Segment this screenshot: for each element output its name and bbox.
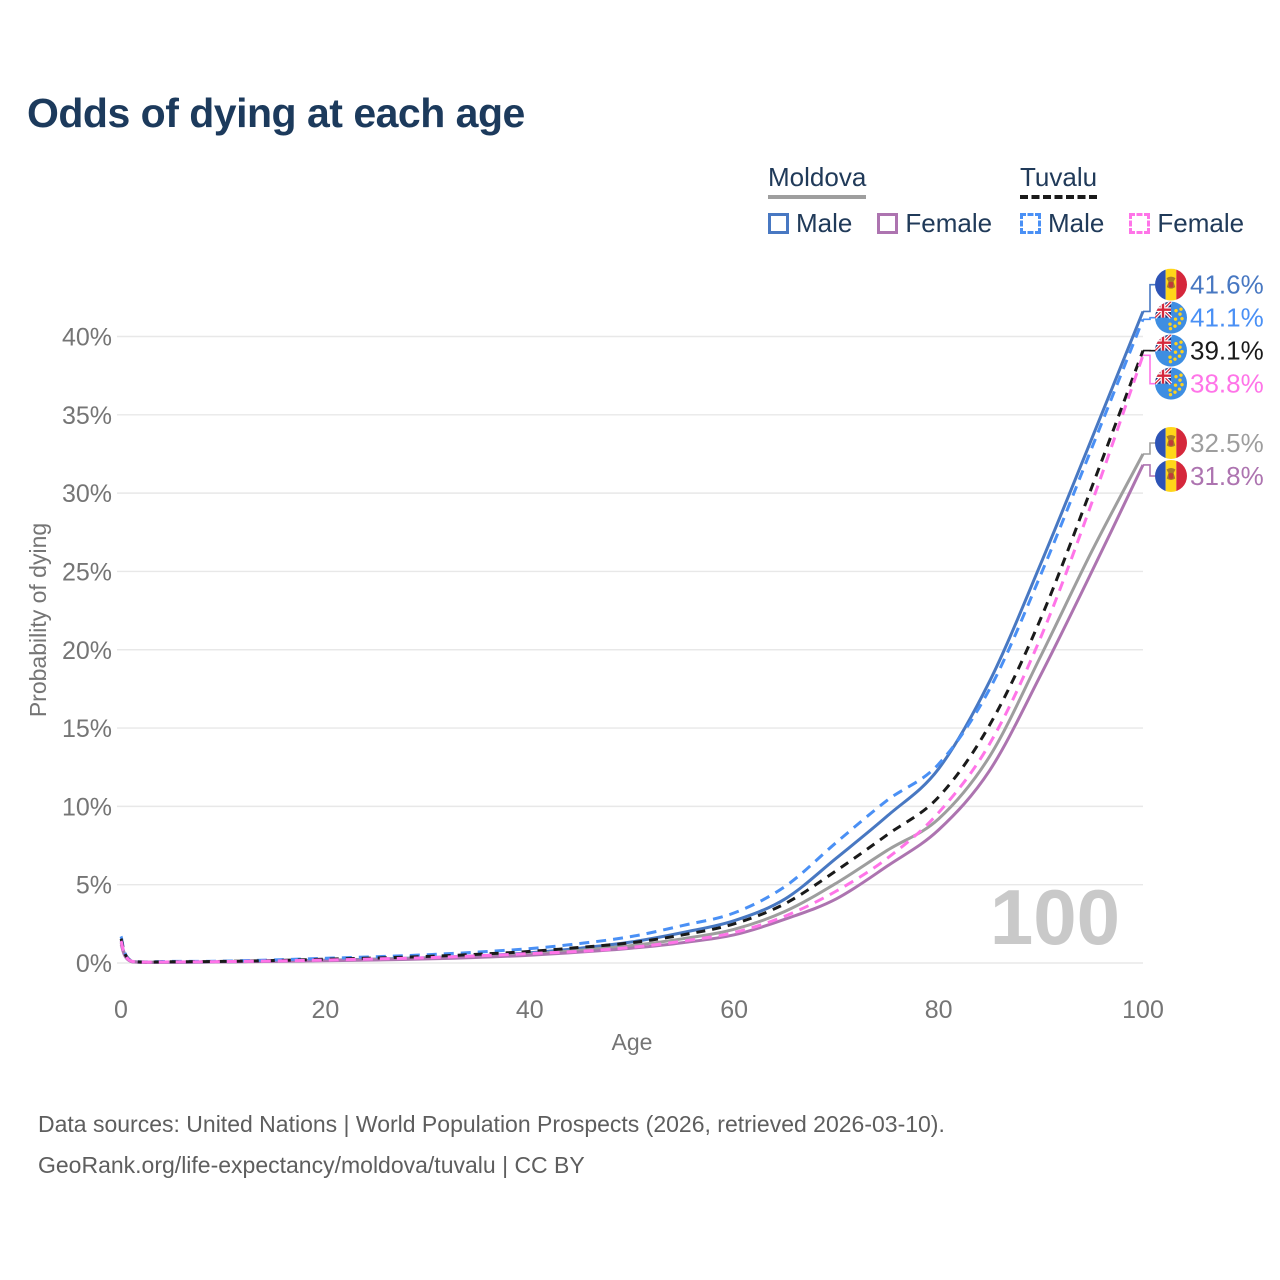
end-value-label-tuvalu-female: 38.8% xyxy=(1190,369,1264,399)
series-line-moldova-male[interactable] xyxy=(119,310,1145,964)
legend-label-tuvalu-female: Female xyxy=(1157,208,1245,238)
y-tick-label: 15% xyxy=(62,715,112,743)
series-line-tuvalu-male[interactable] xyxy=(119,318,1145,964)
y-tick-label: 30% xyxy=(62,480,112,508)
end-value-label-tuvalu-male: 41.1% xyxy=(1190,303,1264,333)
x-axis-title: Age xyxy=(612,1029,653,1055)
y-axis-title: Probability of dying xyxy=(25,523,51,717)
x-tick-label: 100 xyxy=(1122,996,1164,1024)
y-tick-label: 20% xyxy=(62,637,112,665)
y-tick-label: 40% xyxy=(62,324,112,352)
x-tick-label: 40 xyxy=(516,996,544,1024)
legend-item-tuvalu-female[interactable]: Female xyxy=(1129,208,1244,239)
x-tick-label: 60 xyxy=(720,996,748,1024)
flag-tuvalu-icon xyxy=(1155,367,1187,400)
end-label-connector-tuvalu-female xyxy=(1143,354,1155,385)
legend-item-tuvalu-male[interactable]: Male xyxy=(1020,208,1104,239)
flag-moldova-icon xyxy=(1155,268,1187,301)
end-label-connector-moldova-all xyxy=(1143,442,1155,455)
moldova-male-swatch-icon xyxy=(768,213,789,234)
end-label-connector-tuvalu-male xyxy=(1143,316,1155,321)
footer: Data sources: United Nations | World Pop… xyxy=(38,1104,945,1186)
y-tick-label: 25% xyxy=(62,558,112,586)
flag-moldova-icon xyxy=(1155,459,1187,492)
legend-group-moldova: Moldova Male Female xyxy=(768,162,992,239)
end-label-connector-moldova-female xyxy=(1143,464,1155,477)
footer-data-sources: Data sources: United Nations | World Pop… xyxy=(38,1111,945,1137)
legend-country-tuvalu[interactable]: Tuvalu xyxy=(1020,162,1098,199)
age-counter-watermark: 100 xyxy=(990,873,1120,961)
legend-item-moldova-female[interactable]: Female xyxy=(877,208,992,239)
legend-item-moldova-male[interactable]: Male xyxy=(768,208,852,239)
x-tick-label: 20 xyxy=(311,996,339,1024)
y-tick-label: 5% xyxy=(76,872,112,900)
footer-attribution-link[interactable]: GeoRank.org/life-expectancy/moldova/tuva… xyxy=(38,1151,585,1178)
series-line-tuvalu-female[interactable] xyxy=(119,354,1145,964)
tuvalu-female-swatch-icon xyxy=(1129,213,1151,234)
x-tick-label: 0 xyxy=(114,996,128,1024)
legend-label-tuvalu-male: Male xyxy=(1048,208,1105,238)
end-value-label-moldova-all: 32.5% xyxy=(1190,428,1264,458)
end-label-connector-moldova-male xyxy=(1143,283,1155,313)
tuvalu-male-swatch-icon xyxy=(1020,213,1041,234)
end-value-label-moldova-male: 41.6% xyxy=(1190,270,1264,300)
flag-tuvalu-icon xyxy=(1155,334,1187,367)
flag-moldova-icon xyxy=(1155,426,1187,459)
legend-country-moldova[interactable]: Moldova xyxy=(768,162,867,199)
flag-tuvalu-icon xyxy=(1155,301,1187,334)
series-line-tuvalu-all[interactable] xyxy=(119,350,1145,964)
legend-group-tuvalu: Tuvalu Male Female xyxy=(1020,162,1244,239)
x-tick-label: 80 xyxy=(925,996,953,1024)
legend-label-moldova-male: Male xyxy=(796,208,853,238)
y-tick-label: 0% xyxy=(76,950,112,978)
legend-label-moldova-female: Female xyxy=(905,208,993,238)
y-tick-label: 35% xyxy=(62,402,112,430)
moldova-female-swatch-icon xyxy=(877,213,899,234)
chart-title: Odds of dying at each age xyxy=(27,90,525,136)
end-value-label-moldova-female: 31.8% xyxy=(1190,461,1264,491)
legend: Moldova Male Female Tuvalu Male xyxy=(0,162,1280,242)
end-value-label-tuvalu-all: 39.1% xyxy=(1190,336,1264,366)
y-tick-label: 10% xyxy=(62,793,112,821)
